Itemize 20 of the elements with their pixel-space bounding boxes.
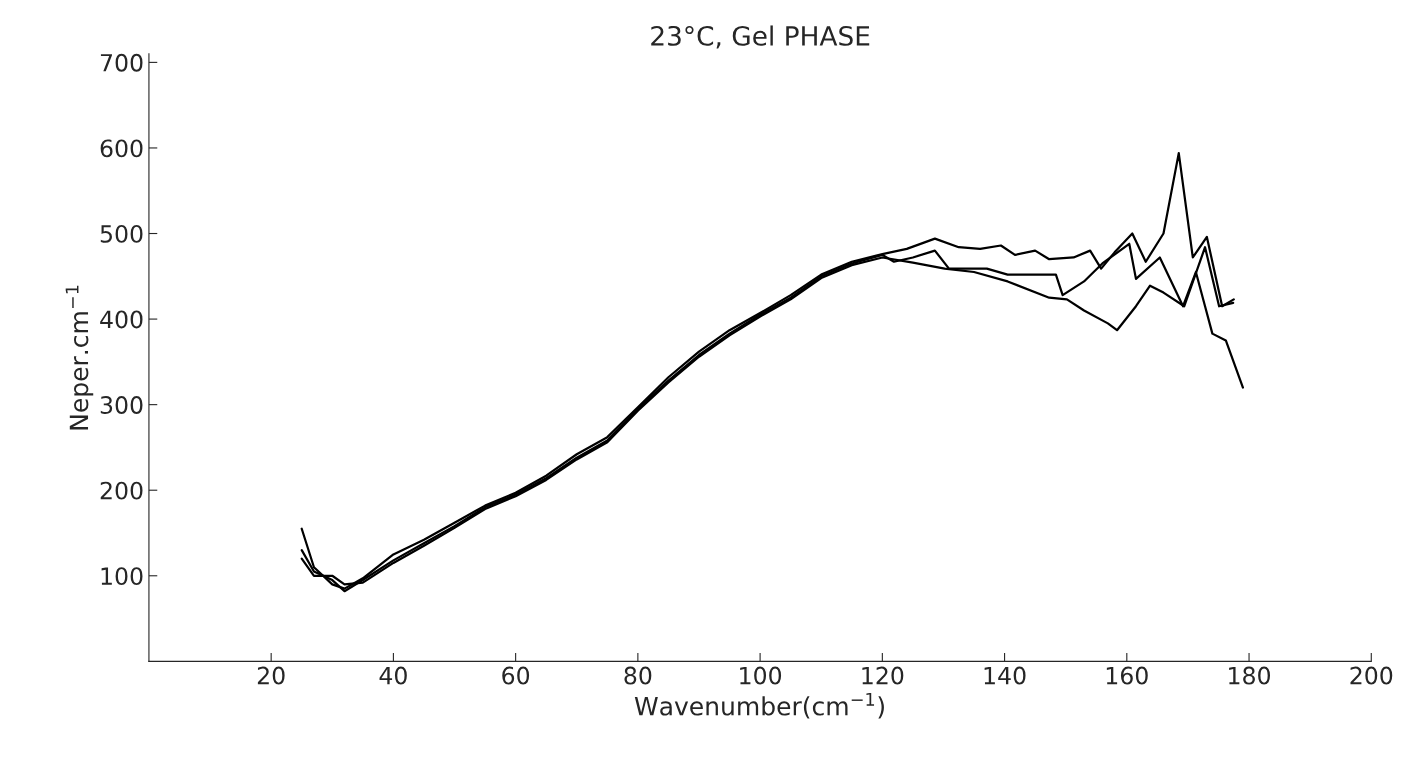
x-tick-label: 80 bbox=[624, 666, 652, 685]
y-tick-label: 500 bbox=[100, 224, 143, 243]
y-tick-label: 300 bbox=[100, 396, 143, 414]
x-tick-label: 200 bbox=[1350, 666, 1393, 685]
x-tick-label: 20 bbox=[257, 666, 285, 685]
x-tick-label: 120 bbox=[862, 666, 904, 685]
x-tick-label: 180 bbox=[1229, 666, 1271, 685]
x-tick-label: 140 bbox=[984, 666, 1026, 685]
x-axis-title: Wavenumber(cm$^{−1}$) bbox=[634, 692, 884, 719]
chart-title: 23°C, Gel PHASE bbox=[651, 25, 870, 49]
y-axis-title: Neper.cm$^{−1}$ bbox=[65, 285, 94, 430]
x-tick-label: 160 bbox=[1106, 666, 1148, 685]
x-tick-label: 60 bbox=[502, 666, 530, 685]
y-tick-label: 100 bbox=[101, 567, 143, 586]
y-tick-label: 200 bbox=[100, 481, 143, 500]
y-tick-label: 600 bbox=[100, 139, 143, 158]
x-tick-label: 40 bbox=[379, 666, 407, 685]
x-tick-label: 100 bbox=[740, 666, 782, 685]
y-tick-label: 700 bbox=[100, 53, 143, 72]
y-tick-label: 400 bbox=[100, 310, 143, 329]
